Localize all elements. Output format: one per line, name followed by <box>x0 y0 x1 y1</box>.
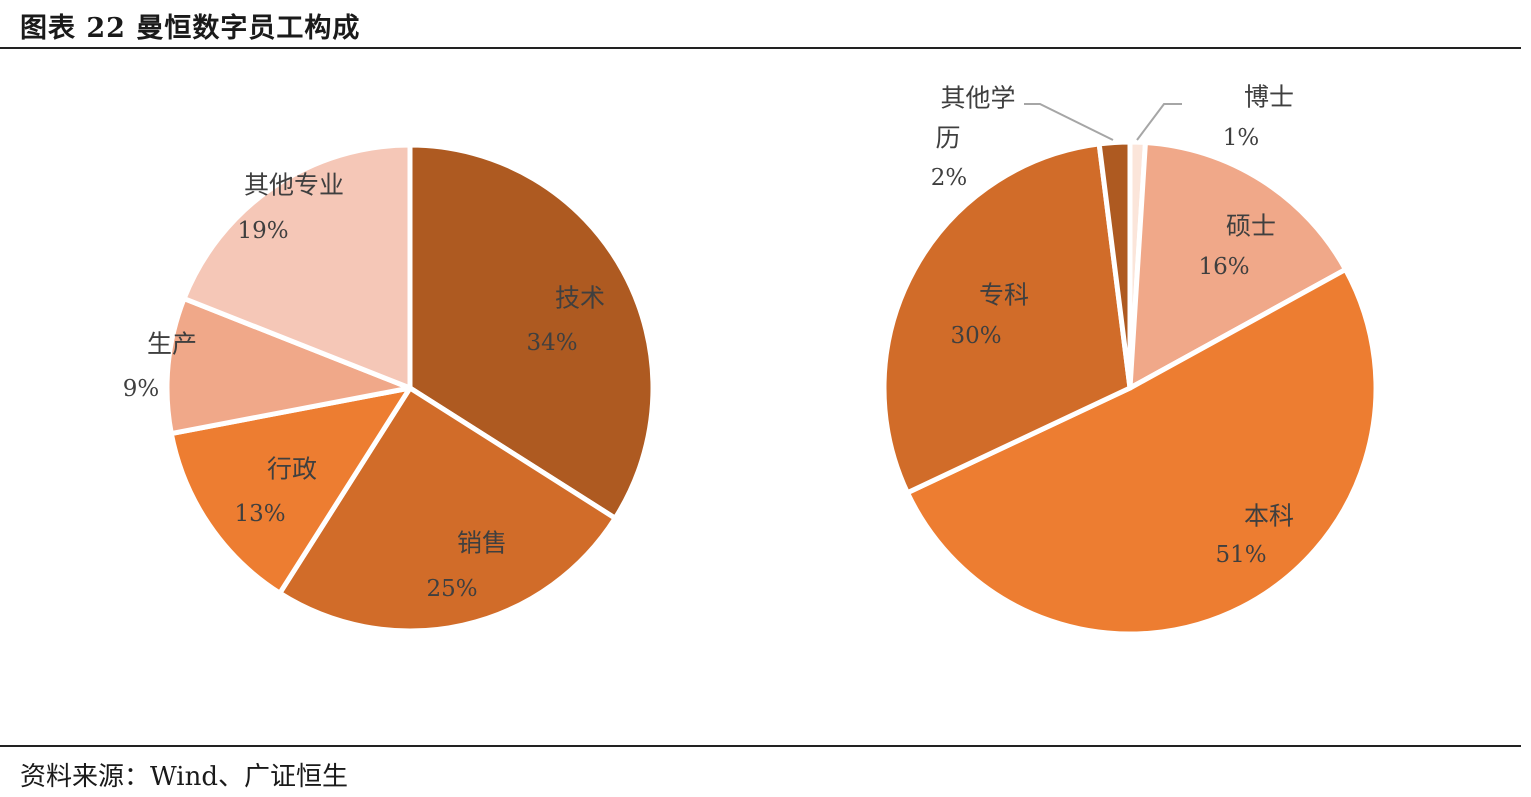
footer-divider <box>0 745 1521 747</box>
slice-percent-admin: 13% <box>234 501 285 527</box>
slice-percent-associate: 30% <box>950 323 1001 349</box>
slice-percent-tech: 34% <box>526 330 577 356</box>
slice-label-phd: 博士 <box>1244 83 1294 112</box>
slice-label-other-specialty: 其他专业 <box>244 171 344 200</box>
pie-slice-associate <box>881 141 1133 496</box>
slice-label-other-education-line1: 其他学 <box>940 84 1015 113</box>
slice-label-other-education-line2: 历 <box>935 124 960 153</box>
pie-slice-masters <box>1127 139 1349 391</box>
leader-line-other-education <box>1024 103 1114 141</box>
slice-percent-bachelor: 51% <box>1215 542 1266 568</box>
pie-slice-sales <box>277 385 618 634</box>
slice-label-tech: 技术 <box>555 284 605 313</box>
slice-label-production: 生产 <box>147 330 197 359</box>
slice-percent-production: 9% <box>123 376 160 402</box>
slice-percent-sales: 25% <box>426 576 477 602</box>
slice-label-admin: 行政 <box>267 455 317 484</box>
employee-function-pie-chart: 技术 34% 销售 25% 行政 13% 生产 9% 其他专业 19% <box>123 142 656 634</box>
pie-slice-other-education <box>1096 139 1133 391</box>
pie-slice-other-specialty <box>181 142 413 391</box>
slice-percent-other-specialty: 19% <box>237 218 288 244</box>
slice-label-associate: 专科 <box>979 281 1029 310</box>
pie-slice-production <box>164 296 413 437</box>
page-title: 图表 22 曼恒数字员工构成 <box>20 13 361 44</box>
title-divider <box>0 47 1521 49</box>
leader-line-phd <box>1136 103 1182 141</box>
slice-label-masters: 硕士 <box>1226 212 1276 241</box>
pie-slice-admin <box>168 385 413 596</box>
slice-label-sales: 销售 <box>457 529 507 558</box>
slice-percent-masters: 16% <box>1198 254 1249 280</box>
slice-label-bachelor: 本科 <box>1244 502 1294 531</box>
pie-slice-bachelor <box>904 266 1379 637</box>
slice-percent-phd: 1% <box>1223 125 1260 151</box>
slice-percent-other-education: 2% <box>931 165 968 191</box>
source-note: 资料来源：Wind、广证恒生 <box>20 762 348 792</box>
